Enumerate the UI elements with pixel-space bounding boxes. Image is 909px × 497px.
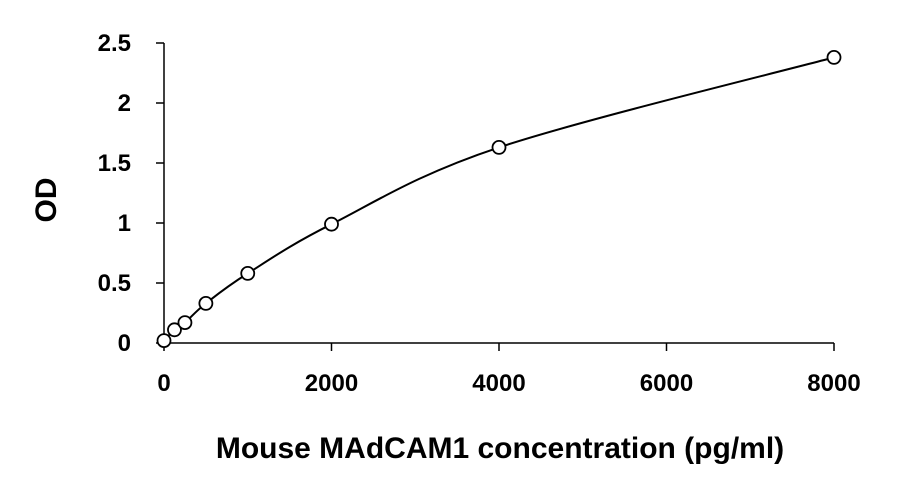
axes bbox=[163, 43, 834, 344]
y-tick-label: 0 bbox=[118, 330, 131, 357]
data-points bbox=[156, 50, 842, 349]
y-tick-label: 0.5 bbox=[98, 270, 131, 297]
x-axis-title: Mouse MAdCAM1 concentration (pg/ml) bbox=[216, 432, 784, 465]
y-tick-label: 2.5 bbox=[98, 30, 131, 57]
y-tick-label: 1 bbox=[118, 210, 131, 237]
x-tick-label: 8000 bbox=[807, 370, 860, 397]
y-ticks: 0 0.5 1 1.5 2 2.5 bbox=[98, 30, 164, 357]
x-ticks: 0 2000 4000 6000 8000 bbox=[157, 343, 861, 397]
data-point bbox=[240, 265, 256, 281]
data-point bbox=[156, 333, 172, 349]
data-point bbox=[198, 295, 214, 311]
data-point bbox=[177, 315, 193, 331]
data-point bbox=[167, 322, 182, 338]
data-point bbox=[324, 216, 339, 232]
y-tick-label: 1.5 bbox=[98, 150, 131, 177]
x-tick-label: 2000 bbox=[305, 370, 358, 397]
data-point bbox=[491, 139, 507, 155]
fit-curve bbox=[163, 56, 835, 342]
data-point bbox=[826, 50, 842, 65]
x-tick-label: 6000 bbox=[640, 370, 693, 397]
y-tick-label: 2 bbox=[118, 90, 131, 117]
y-axis-title: OD bbox=[30, 178, 63, 223]
x-tick-label: 4000 bbox=[472, 370, 525, 397]
x-tick-label: 0 bbox=[157, 370, 170, 397]
